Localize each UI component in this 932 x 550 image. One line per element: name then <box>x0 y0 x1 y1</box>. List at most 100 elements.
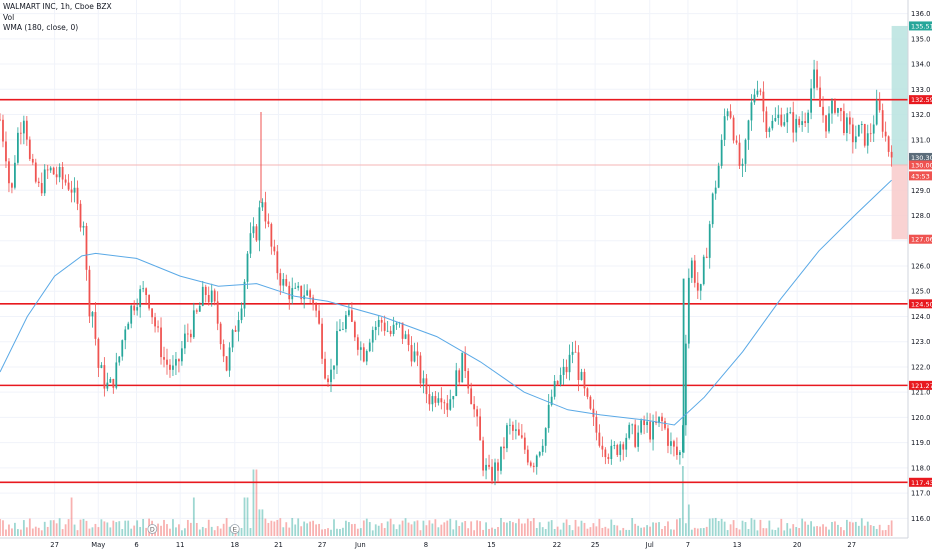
candle-body <box>640 420 643 433</box>
candle-body <box>282 279 285 286</box>
candle-body <box>476 409 479 417</box>
volume-bar <box>175 527 177 536</box>
volume-label[interactable]: Vol <box>3 12 15 22</box>
volume-bar <box>816 526 818 536</box>
candle-body <box>613 445 616 446</box>
candle-body <box>201 286 204 306</box>
volume-bar <box>729 524 732 536</box>
candle-body <box>163 357 165 360</box>
symbol-label[interactable]: WALMART INC, 1h, Cboe BZX <box>3 2 112 11</box>
candle-body <box>91 312 94 317</box>
candle-body <box>121 340 124 357</box>
candle-body <box>255 226 258 241</box>
volume-bar <box>183 528 186 536</box>
volume-bar <box>529 521 532 536</box>
time-tick-label: 27 <box>318 541 327 549</box>
price-axis[interactable]: 116.0 117.0 118.0 119.0 120.0 121.0 122.0 123.0… <box>907 0 932 550</box>
volume-bar <box>0 518 1 536</box>
candle-body <box>747 120 750 140</box>
volume-bar <box>687 504 690 536</box>
candle-body <box>377 320 380 327</box>
time-axis[interactable]: 27 May 6 11 18 21 27 Jun 8 15 22 25 Jul 7 13 20 27 <box>0 537 908 549</box>
volume-bar <box>37 527 40 536</box>
candle-body <box>416 351 419 356</box>
volume-bar <box>356 528 359 536</box>
candle-body <box>523 437 526 450</box>
candle-body <box>619 444 622 455</box>
volume-bar <box>440 524 443 536</box>
volume-bar <box>834 521 836 536</box>
volume-bar <box>452 529 455 536</box>
candle-body <box>76 187 79 204</box>
candle-body <box>85 225 88 270</box>
volume-bar <box>58 518 61 536</box>
volume-bar <box>297 518 300 536</box>
candle-body <box>601 445 604 450</box>
price-label-bg <box>909 160 932 170</box>
candle-body <box>17 132 19 163</box>
time-tick-label: May <box>91 541 105 549</box>
candle-body <box>875 100 878 125</box>
price-label-bg <box>909 380 932 390</box>
volume-bar <box>5 529 7 536</box>
position-tool[interactable] <box>0 25 908 240</box>
candle-body <box>825 115 827 132</box>
volume-bar <box>696 528 699 536</box>
volume-bar <box>303 521 306 536</box>
price-label: 135.51 <box>911 22 932 30</box>
candle-body <box>359 347 362 350</box>
candle-body <box>127 323 130 330</box>
volume-bar <box>321 529 323 536</box>
candle-body <box>834 100 836 113</box>
volume-bar <box>76 530 79 536</box>
candle-body <box>419 355 422 384</box>
candle-body <box>732 117 735 141</box>
candle-body <box>365 351 368 362</box>
candle-body <box>795 118 798 133</box>
candle-body <box>592 408 595 417</box>
candle-body <box>0 119 1 121</box>
volume-bar <box>14 522 16 536</box>
volume-bar <box>532 518 535 536</box>
candle-body <box>178 359 180 362</box>
volume-bar <box>410 524 413 536</box>
volume-bar <box>780 518 783 536</box>
horizontal-lines[interactable] <box>0 98 908 484</box>
volume-bar <box>243 497 246 536</box>
candle-body <box>297 285 300 288</box>
volume-bar <box>845 519 848 536</box>
candle-body <box>679 452 681 455</box>
volume-bar <box>383 527 386 536</box>
volume-bar <box>458 525 461 536</box>
volume-bar <box>690 529 693 536</box>
volume-bar <box>195 522 198 536</box>
candle-body <box>64 179 67 183</box>
candle-body <box>801 121 804 125</box>
volume-bar <box>422 520 425 536</box>
volume-bar <box>276 519 279 536</box>
price-tick-label: 116.0 <box>911 515 930 523</box>
volume-bar <box>359 528 362 536</box>
candle-body <box>643 420 646 426</box>
candle-body <box>160 327 162 358</box>
candle-body <box>589 396 592 409</box>
candle-body <box>863 123 866 146</box>
event-markers[interactable]: ED <box>147 524 240 534</box>
volume-bar <box>610 519 613 536</box>
volume-bar <box>810 521 812 536</box>
volume-bar <box>667 521 669 536</box>
volume-bar <box>130 528 133 536</box>
candle-body <box>94 312 97 339</box>
volume-bar <box>389 518 392 536</box>
wma-label[interactable]: WMA (180, close, 0) <box>3 23 79 32</box>
candle-body <box>231 330 234 348</box>
candle-body <box>649 421 651 440</box>
volume-bar <box>374 524 377 536</box>
price-label-bg <box>909 171 932 181</box>
volume-bar <box>300 526 303 536</box>
volume-bar <box>595 526 598 536</box>
volume-bar <box>109 527 112 536</box>
volume-bar <box>17 529 19 536</box>
candle-body <box>696 282 699 291</box>
